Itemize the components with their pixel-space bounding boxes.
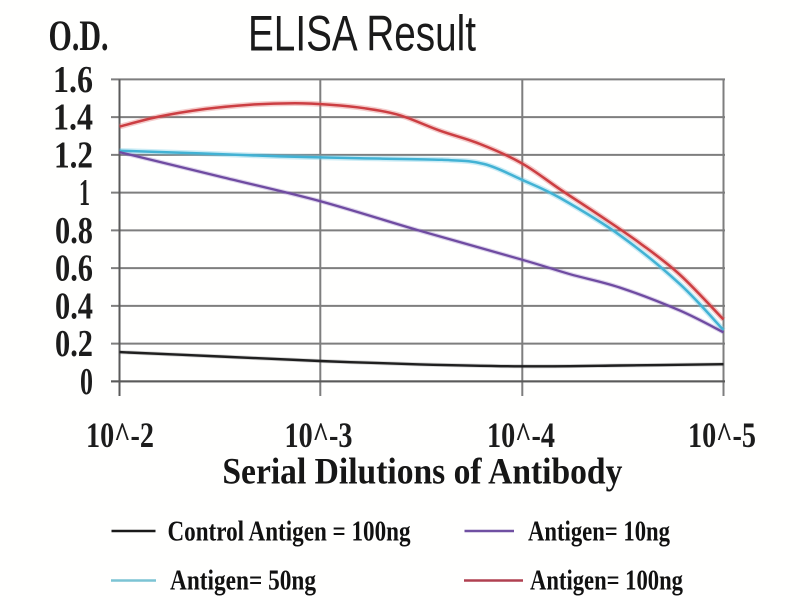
svg-text:0.8: 0.8 [55, 210, 93, 252]
svg-text:10^-2: 10^-2 [86, 415, 154, 455]
svg-text:Antigen= 50ng: Antigen= 50ng [170, 566, 316, 597]
svg-text:10^-3: 10^-3 [285, 415, 353, 455]
svg-text:Control Antigen = 100ng: Control Antigen = 100ng [168, 517, 411, 548]
svg-text:1.6: 1.6 [53, 59, 93, 101]
svg-text:1.2: 1.2 [54, 134, 93, 176]
svg-text:ELISA Result: ELISA Result [248, 6, 476, 62]
svg-text:0.2: 0.2 [55, 323, 93, 365]
svg-text:0.4: 0.4 [55, 285, 93, 327]
svg-text:0: 0 [80, 361, 93, 403]
svg-text:10^-4: 10^-4 [487, 415, 555, 455]
svg-text:Antigen= 10ng: Antigen= 10ng [528, 517, 670, 548]
svg-text:1.4: 1.4 [53, 97, 93, 139]
svg-text:O.D.: O.D. [49, 13, 109, 60]
svg-text:Serial Dilutions of Antibody: Serial Dilutions of Antibody [222, 452, 622, 493]
svg-text:0.6: 0.6 [55, 248, 93, 290]
svg-text:10^-5: 10^-5 [688, 415, 756, 455]
svg-text:1: 1 [79, 172, 90, 214]
svg-text:Antigen= 100ng: Antigen= 100ng [530, 566, 683, 597]
